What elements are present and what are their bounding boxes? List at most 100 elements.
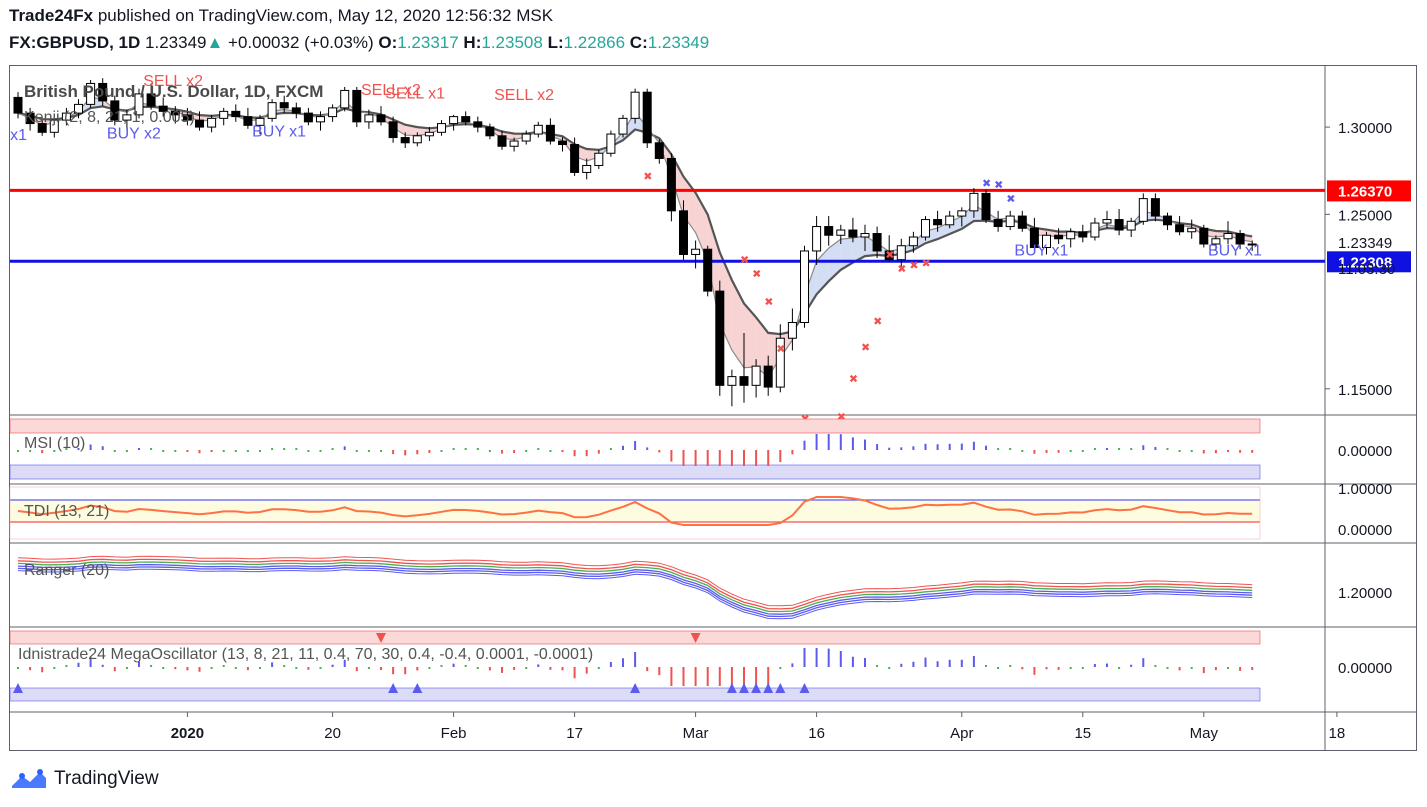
candle-body	[376, 114, 386, 123]
mega-bar	[912, 661, 915, 667]
candle-body	[98, 82, 108, 102]
msi-bar	[476, 448, 479, 450]
mega-bar	[767, 667, 770, 686]
level-tag	[1327, 251, 1411, 273]
mega-bar	[864, 657, 866, 667]
msi-bar	[876, 444, 879, 450]
msi-bar	[222, 450, 225, 452]
msi-bar	[682, 450, 685, 466]
mega-bar	[271, 662, 274, 667]
mega-bar	[186, 667, 189, 671]
msi-bar	[803, 440, 806, 450]
buy-cross-marker: ✖	[982, 178, 991, 190]
msi-bar	[513, 450, 516, 454]
signal-label: SELL x2	[361, 82, 421, 99]
candle-body	[545, 124, 555, 142]
mega-bar	[670, 667, 673, 686]
mega-bar	[1154, 665, 1157, 667]
mega-bar	[803, 648, 806, 667]
candle-body	[800, 250, 809, 324]
candle-body	[630, 91, 640, 119]
mega-bar	[730, 667, 733, 686]
msi-bar	[319, 450, 322, 452]
mega-bar	[779, 667, 782, 669]
candle-body	[158, 105, 168, 112]
mega-bar	[924, 657, 927, 667]
msi-bar	[89, 444, 92, 450]
msi-bar	[1166, 448, 1169, 450]
sell-cross-marker: ✖	[909, 260, 918, 272]
candle-body	[473, 121, 483, 128]
msi-bar	[343, 446, 346, 450]
candle-body	[1235, 233, 1245, 245]
msi-bar	[646, 447, 649, 450]
candle-body	[618, 117, 628, 135]
candle-body	[824, 226, 834, 236]
chart-frame	[9, 65, 1417, 751]
candle-body	[957, 210, 967, 217]
mega-buy-triangle	[726, 683, 737, 693]
msi-bar	[767, 450, 770, 466]
candle-body	[37, 123, 47, 133]
msi-bar	[428, 450, 431, 453]
sell-cross-marker: ✖	[897, 263, 906, 275]
signal-label: BUY x1	[1208, 242, 1262, 259]
msi-bar	[150, 448, 153, 450]
msi-bar	[488, 450, 491, 452]
candle-body	[364, 114, 374, 123]
mega-buy-triangle	[751, 683, 762, 693]
candle-body	[812, 226, 822, 252]
time-tick-label: 18	[1329, 725, 1346, 742]
candle-body	[739, 376, 749, 386]
ranger-line	[17, 558, 1253, 610]
msi-bar	[1251, 450, 1254, 453]
msi-bar	[864, 439, 866, 450]
mega-bar	[658, 667, 661, 676]
candle-body	[328, 107, 338, 118]
mega-bar	[634, 652, 637, 667]
mega-bar	[561, 667, 564, 671]
candle-body	[388, 121, 398, 139]
mega-bar	[525, 667, 528, 669]
msi-bar	[585, 450, 588, 457]
mega-bar	[876, 665, 879, 667]
msi-bar	[972, 441, 975, 450]
mega-bar	[65, 665, 68, 667]
ranger-line	[17, 568, 1253, 620]
mega-bar	[113, 667, 116, 672]
candle-body	[437, 123, 446, 133]
msi-bar	[706, 450, 709, 466]
mega-bar	[888, 667, 891, 669]
footer-brand[interactable]: TradingView	[10, 768, 159, 790]
candle-body	[521, 133, 531, 142]
msi-bar	[815, 434, 818, 450]
price-tick-label: 1.25000	[1338, 207, 1392, 224]
candle-body	[1102, 219, 1112, 224]
candle-body	[945, 215, 955, 226]
msi-bar	[101, 446, 104, 450]
low-value: 1.22866	[563, 33, 626, 52]
mega-buy-triangle	[412, 683, 423, 693]
candle-body	[316, 116, 325, 123]
mega-buy-triangle	[388, 683, 399, 693]
msi-bar	[41, 450, 44, 454]
published-text: published on TradingView.com, May 12, 20…	[97, 6, 554, 25]
mega-bar	[464, 665, 467, 667]
candle-body	[86, 82, 96, 105]
price-change: +0.00032 (+0.03%)	[228, 33, 374, 52]
sell-cross-marker: ✖	[873, 316, 882, 328]
msi-bar	[1069, 450, 1072, 452]
high-label: H:	[463, 33, 482, 52]
candle-body	[110, 100, 120, 121]
last-price: 1.23349	[145, 33, 207, 52]
msi-bar	[561, 450, 564, 453]
time-tick-label: 20	[324, 725, 341, 742]
ranger-line	[17, 566, 1253, 618]
mega-bar	[41, 667, 44, 673]
kenji-label: Kenji (2, 8, 21, 1, 0.005)	[24, 109, 195, 126]
candle-body	[1017, 215, 1027, 229]
msi-bar	[1214, 450, 1217, 454]
candle-body	[969, 192, 979, 212]
msi-bar	[609, 448, 612, 450]
